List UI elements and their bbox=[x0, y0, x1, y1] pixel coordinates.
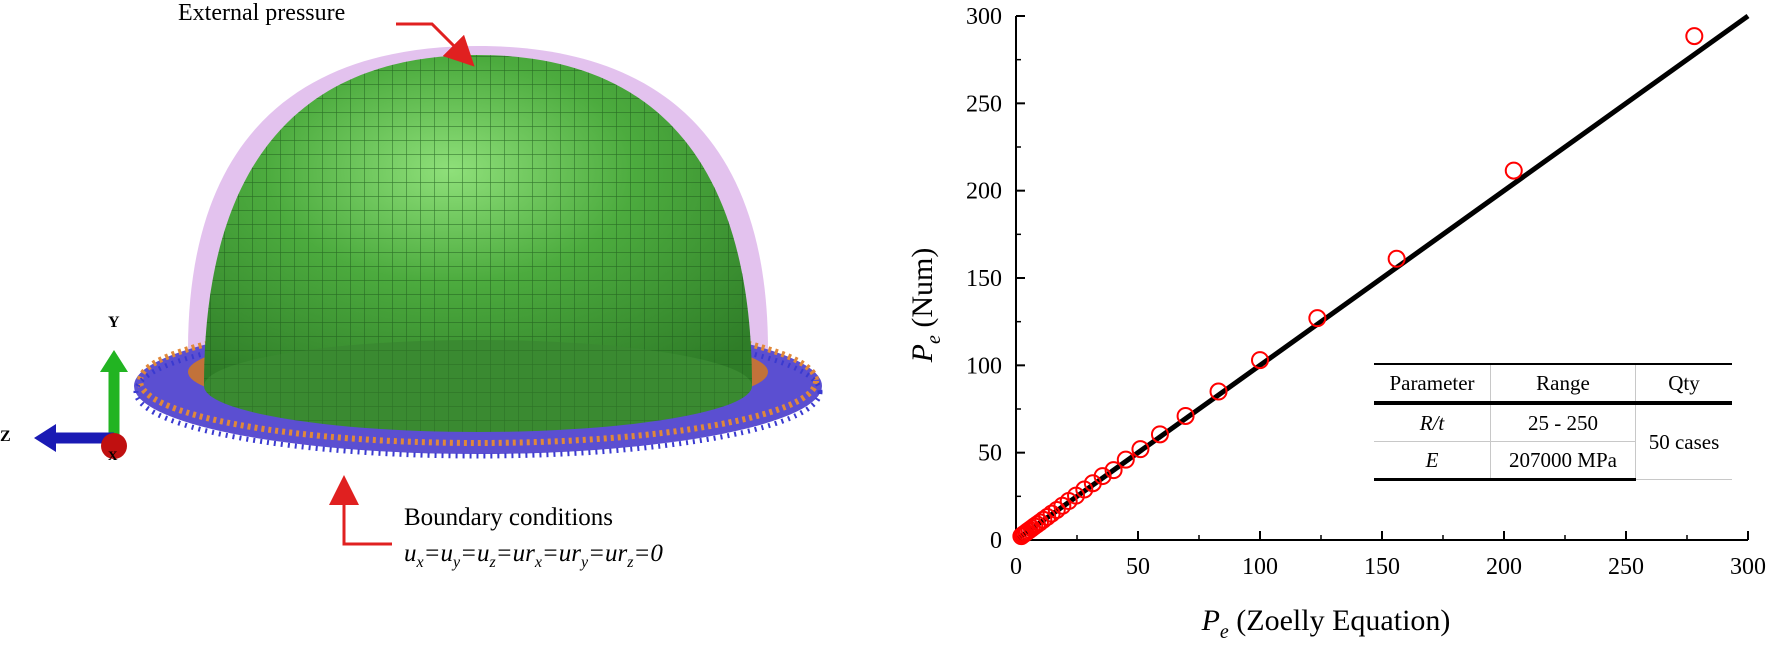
table-row: E 207000 MPa bbox=[1374, 441, 1732, 481]
data-point bbox=[1387, 249, 1406, 268]
table-header-qty: Qty bbox=[1635, 363, 1732, 405]
data-points-group bbox=[1012, 27, 1704, 546]
equation-operator: = bbox=[460, 540, 477, 567]
data-point bbox=[1504, 161, 1523, 180]
table-cell-param: R/t bbox=[1374, 403, 1491, 442]
x-tick-label: 100 bbox=[1242, 554, 1278, 580]
data-point bbox=[1685, 27, 1704, 46]
y-tick-label: 150 bbox=[966, 266, 1002, 292]
table-header-parameter: Parameter bbox=[1374, 363, 1491, 405]
equation-variable: ux bbox=[404, 540, 424, 571]
data-point bbox=[1209, 382, 1228, 401]
equation-operator: = bbox=[495, 540, 513, 567]
y-tick-label: 200 bbox=[966, 179, 1002, 205]
x-tick-label: 200 bbox=[1486, 554, 1522, 580]
x-tick-label: 0 bbox=[1010, 554, 1022, 580]
equation-variable: ury bbox=[558, 540, 589, 571]
z-axis-letter: Z bbox=[0, 428, 11, 445]
table-header-range: Range bbox=[1490, 363, 1636, 405]
equation-variable: uy bbox=[440, 540, 461, 571]
equation-operator: = bbox=[588, 540, 606, 567]
data-point bbox=[1251, 351, 1269, 370]
data-point bbox=[1308, 309, 1327, 328]
y-axis-letter: Y bbox=[108, 314, 120, 331]
y-tick-label: 300 bbox=[966, 4, 1002, 30]
boundary-conditions-equation: ux=uy=uz=urx=ury=urz=0 bbox=[404, 540, 663, 572]
equation-variable: urz bbox=[605, 540, 634, 571]
external-pressure-label: External pressure bbox=[178, 0, 346, 26]
equation-operator: =0 bbox=[633, 540, 663, 567]
equation-operator: = bbox=[423, 540, 441, 567]
data-point bbox=[1104, 461, 1123, 480]
boundary-conditions-title: Boundary conditions bbox=[404, 504, 614, 531]
data-point bbox=[1025, 517, 1044, 536]
equation-variable: uz bbox=[476, 540, 496, 571]
boundary-arrow bbox=[329, 475, 392, 546]
fe-model-panel: Y Z X External pressure Boundary conditi… bbox=[0, 0, 880, 642]
reference-line-group bbox=[1014, 13, 1750, 543]
y-tick-label: 250 bbox=[966, 91, 1002, 117]
parameter-table: Parameter Range Qty R/t 25 - 250 50 case… bbox=[1374, 363, 1732, 481]
y-tick-label: 0 bbox=[990, 528, 1002, 554]
equation-operator: = bbox=[541, 540, 559, 567]
external-pressure-arrow bbox=[396, 22, 475, 67]
x-tick-label: 150 bbox=[1364, 554, 1400, 580]
reference-line bbox=[1014, 13, 1750, 543]
data-point bbox=[1176, 406, 1195, 425]
data-point bbox=[1150, 425, 1169, 444]
fe-model-illustration bbox=[34, 22, 823, 546]
x-axis-title: Pe (Zoelly Equation) bbox=[1201, 604, 1451, 642]
data-point bbox=[1047, 500, 1066, 519]
data-point bbox=[1093, 467, 1112, 486]
equation-variable: urx bbox=[512, 540, 542, 571]
table-cell-range: 207000 MPa bbox=[1490, 441, 1636, 481]
data-point bbox=[1131, 440, 1150, 459]
y-tick-label: 100 bbox=[966, 353, 1002, 379]
table-cell-range: 25 - 250 bbox=[1490, 403, 1636, 442]
y-tick-label: 50 bbox=[978, 441, 1002, 467]
x-tick-label: 250 bbox=[1608, 554, 1644, 580]
table-cell-param: E bbox=[1374, 441, 1491, 481]
chart-axes: 0 50 100 150 200 250 300 0 50 100 150 200 250 300 bbox=[966, 4, 1766, 580]
x-axis-letter: X bbox=[108, 448, 118, 463]
table-row: R/t 25 - 250 50 cases bbox=[1374, 403, 1732, 480]
y-axis-title: Pe (Num) bbox=[906, 248, 945, 364]
coordinate-triad bbox=[34, 350, 128, 459]
x-tick-label: 50 bbox=[1126, 554, 1150, 580]
data-point bbox=[1116, 450, 1135, 469]
table-cell-qty: 50 cases bbox=[1635, 403, 1732, 480]
x-tick-label: 300 bbox=[1730, 554, 1766, 580]
